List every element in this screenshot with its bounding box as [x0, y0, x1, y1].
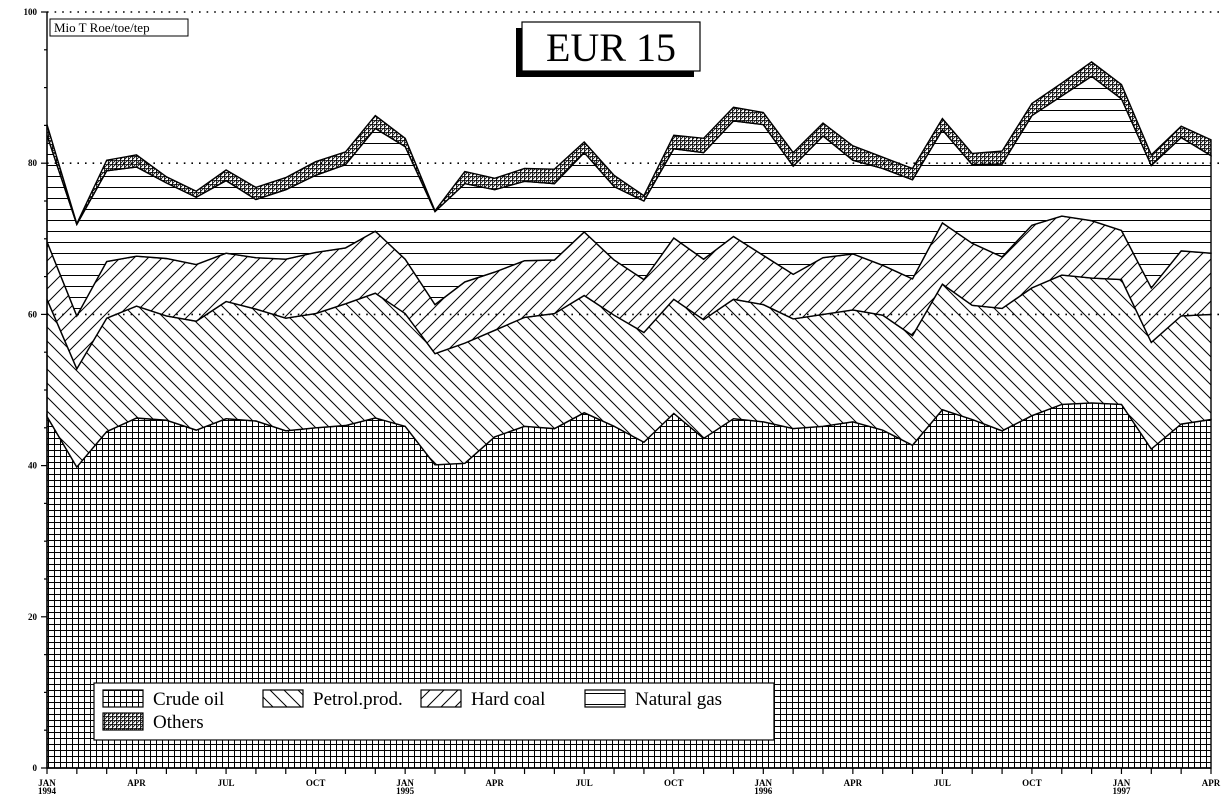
x-tick-label: APR: [127, 778, 146, 788]
chart-title: EUR 15: [546, 25, 676, 70]
x-tick-label: APR: [1202, 778, 1221, 788]
legend-label-natural-gas: Natural gas: [635, 689, 722, 710]
x-tick-label: APR: [485, 778, 504, 788]
area-others: [46, 61, 1212, 227]
x-tick-label: JAN: [755, 778, 773, 788]
unit-label: Mio T Roe/toe/tep: [54, 20, 150, 35]
unit-label-box: Mio T Roe/toe/tep: [49, 18, 189, 37]
x-tick-label: JAN: [38, 778, 56, 788]
stacked-areas: [46, 61, 1212, 769]
y-axis-ticks: 0 20 40 60 80 100: [24, 7, 47, 773]
y-tick-label: 20: [28, 612, 38, 622]
legend: Crude oil Petrol.prod. Hard coal Natural ga…: [93, 682, 775, 741]
legend-label-crude-oil: Crude oil: [153, 689, 224, 710]
y-tick-label: 80: [28, 158, 38, 168]
x-tick-sublabel: 1997: [1112, 786, 1131, 796]
legend-swatch-hard-coal: [420, 689, 462, 708]
legend-swatch-natural-gas: [584, 689, 626, 708]
legend-swatch-crude-oil: [102, 689, 144, 708]
legend-label-petrol-prod: Petrol.prod.: [313, 689, 403, 710]
y-tick-label: 0: [33, 763, 38, 773]
x-tick-sublabel: 1994: [38, 786, 57, 796]
chart-title-box: EUR 15: [516, 21, 701, 77]
x-tick-label: OCT: [664, 778, 684, 788]
x-tick-label: OCT: [306, 778, 326, 788]
x-tick-label: JAN: [396, 778, 414, 788]
legend-swatch-petrol-prod: [262, 689, 304, 708]
x-tick-sublabel: 1995: [396, 786, 415, 796]
y-tick-label: 100: [24, 7, 38, 17]
legend-swatch-others: [102, 712, 144, 731]
legend-label-others: Others: [153, 712, 204, 733]
x-tick-label: APR: [844, 778, 863, 788]
x-tick-label: JUL: [218, 778, 235, 788]
x-tick-sublabel: 1996: [754, 786, 773, 796]
y-tick-label: 60: [28, 309, 38, 319]
legend-label-hard-coal: Hard coal: [471, 689, 545, 710]
x-tick-label: OCT: [1022, 778, 1042, 788]
y-tick-label: 40: [28, 461, 38, 471]
x-tick-label: JUL: [934, 778, 951, 788]
x-tick-label: JUL: [576, 778, 593, 788]
x-tick-label: JAN: [1113, 778, 1131, 788]
